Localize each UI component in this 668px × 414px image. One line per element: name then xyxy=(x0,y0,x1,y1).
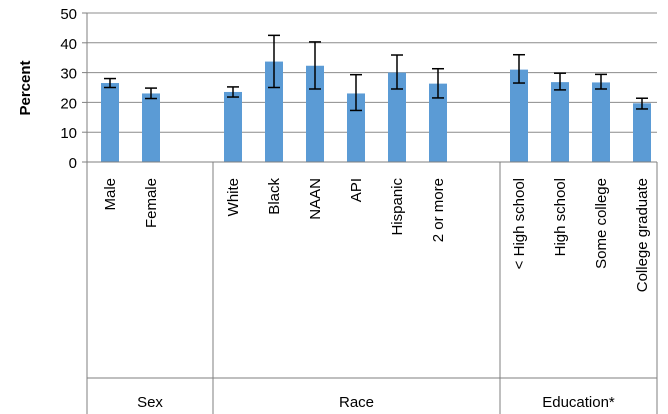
bar xyxy=(388,72,406,162)
bar xyxy=(306,65,324,162)
category-label: White xyxy=(225,178,242,216)
gridlines xyxy=(87,12,657,133)
bar xyxy=(592,82,610,162)
y-tick-label: 20 xyxy=(60,95,77,112)
group-label: Sex xyxy=(137,394,163,411)
category-label: < High school xyxy=(511,178,528,269)
group-label: Race xyxy=(339,394,374,411)
y-tick-label: 0 xyxy=(69,155,77,172)
category-label: API xyxy=(348,178,365,202)
y-axis-label: Percent xyxy=(17,60,34,115)
bars xyxy=(101,61,651,162)
category-label: NAAN xyxy=(307,178,324,220)
group-label: Education* xyxy=(542,394,615,411)
y-tick-label: 30 xyxy=(60,66,77,83)
category-label: High school xyxy=(552,178,569,256)
axes xyxy=(86,13,658,414)
category-label: Male xyxy=(102,178,119,211)
category-label: Black xyxy=(266,178,283,215)
category-label: Some college xyxy=(593,178,610,269)
bar xyxy=(633,103,651,162)
bar xyxy=(510,69,528,162)
bar xyxy=(551,82,569,162)
bar xyxy=(265,61,283,162)
category-label: 2 or more xyxy=(430,178,447,242)
bar xyxy=(101,83,119,162)
bar xyxy=(224,91,242,162)
y-tick-label: 10 xyxy=(60,125,77,142)
category-label: Hispanic xyxy=(389,178,406,236)
bar xyxy=(142,93,160,162)
y-tick-label: 40 xyxy=(60,36,77,53)
bar xyxy=(429,83,447,162)
y-tick-label: 50 xyxy=(60,6,77,23)
group-labels: Sex Race Education* xyxy=(137,394,615,411)
category-labels: Male Female White Black NAAN API Hispanic 2 or … xyxy=(102,178,651,293)
y-ticks: 0 10 20 30 40 50 xyxy=(60,6,87,172)
category-label: College graduate xyxy=(634,178,651,292)
category-label: Female xyxy=(143,178,160,228)
error-bars xyxy=(104,34,648,112)
